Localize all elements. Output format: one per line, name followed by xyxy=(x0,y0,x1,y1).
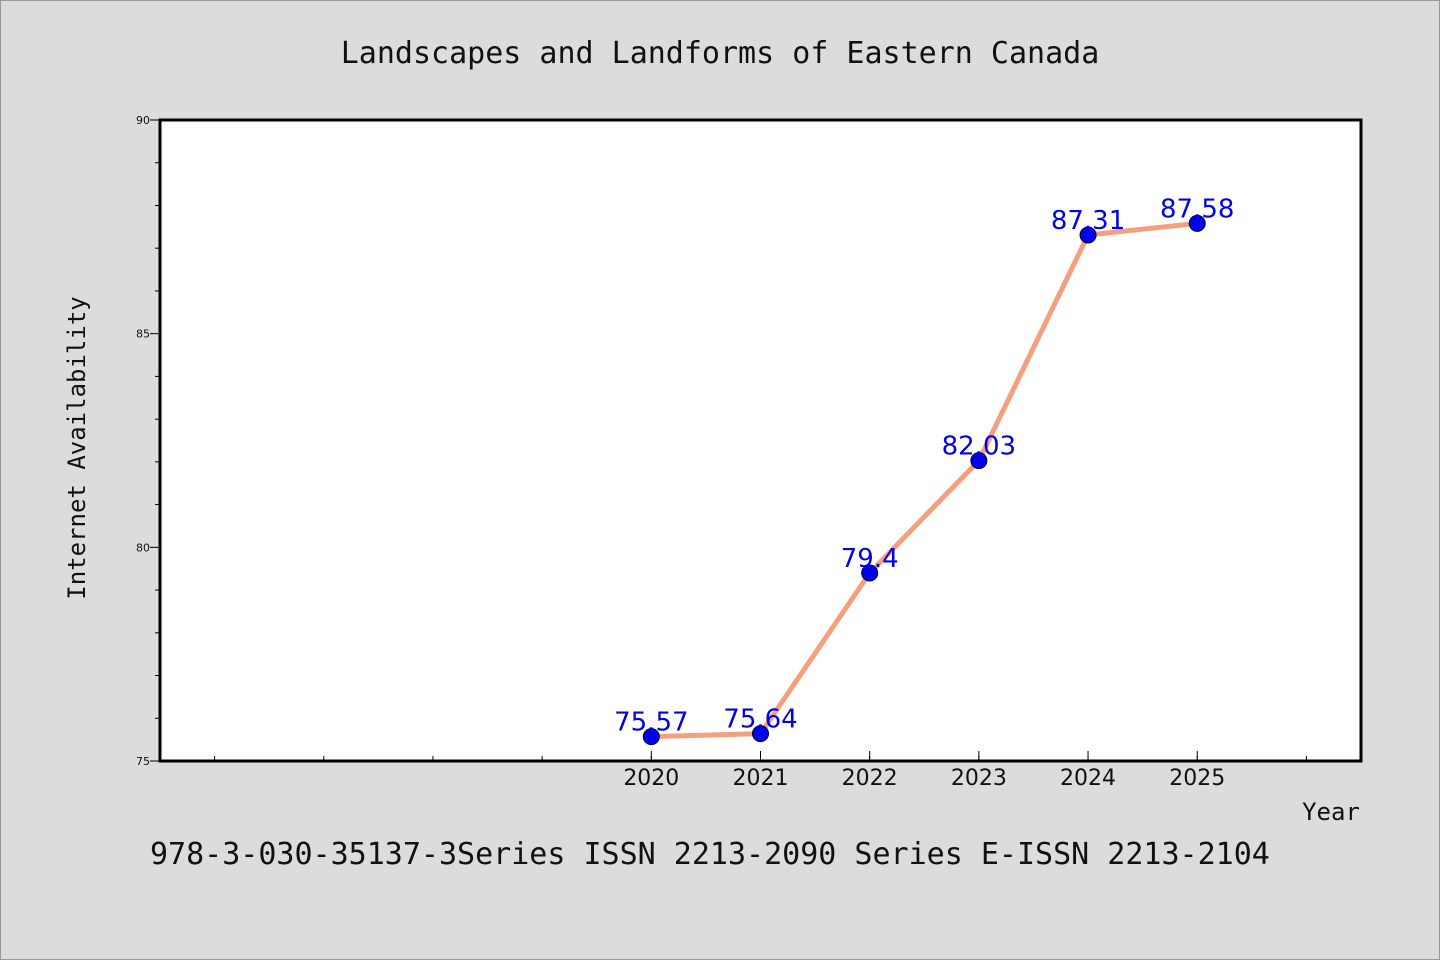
data-label: 79.4 xyxy=(841,544,899,574)
x-axis-label: Year xyxy=(1302,798,1360,826)
data-label: 82.03 xyxy=(942,432,1016,462)
series-line xyxy=(651,220,1198,740)
chart-title: Landscapes and Landforms of Eastern Cana… xyxy=(341,36,1100,71)
y-tick-label: 85 xyxy=(136,328,150,341)
x-axis: 2020 2021 2022 2023 2024 2025 xyxy=(214,751,1307,791)
x-tick-label: 2020 xyxy=(623,766,679,791)
data-label: 75.64 xyxy=(723,705,797,735)
y-axis-label: Internet Availability xyxy=(63,296,91,599)
x-tick-label: 2024 xyxy=(1060,766,1116,791)
x-tick-label: 2023 xyxy=(951,766,1007,791)
data-point xyxy=(861,564,879,582)
data-label: 87.31 xyxy=(1051,206,1125,236)
series-layer: 75.57 75.64 79.4 82.03 87.31 87.58 xyxy=(614,194,1234,746)
data-point xyxy=(1079,226,1097,244)
y-tick-label: 75 xyxy=(136,755,150,768)
data-point xyxy=(1188,214,1206,232)
data-point xyxy=(642,728,660,746)
footnote: 978-3-030-35137-3Series ISSN 2213-2090 S… xyxy=(150,837,1270,872)
x-tick-label: 2025 xyxy=(1169,766,1225,791)
data-label: 87.58 xyxy=(1160,194,1234,224)
y-tick-label: 80 xyxy=(136,541,150,554)
x-tick-label: 2022 xyxy=(842,766,898,791)
y-tick-label: 90 xyxy=(136,114,150,127)
data-label: 75.57 xyxy=(614,708,688,738)
data-point xyxy=(970,452,988,470)
data-point xyxy=(752,725,769,743)
x-tick-label: 2021 xyxy=(733,766,789,791)
y-axis: 75 80 85 90 xyxy=(136,114,160,768)
